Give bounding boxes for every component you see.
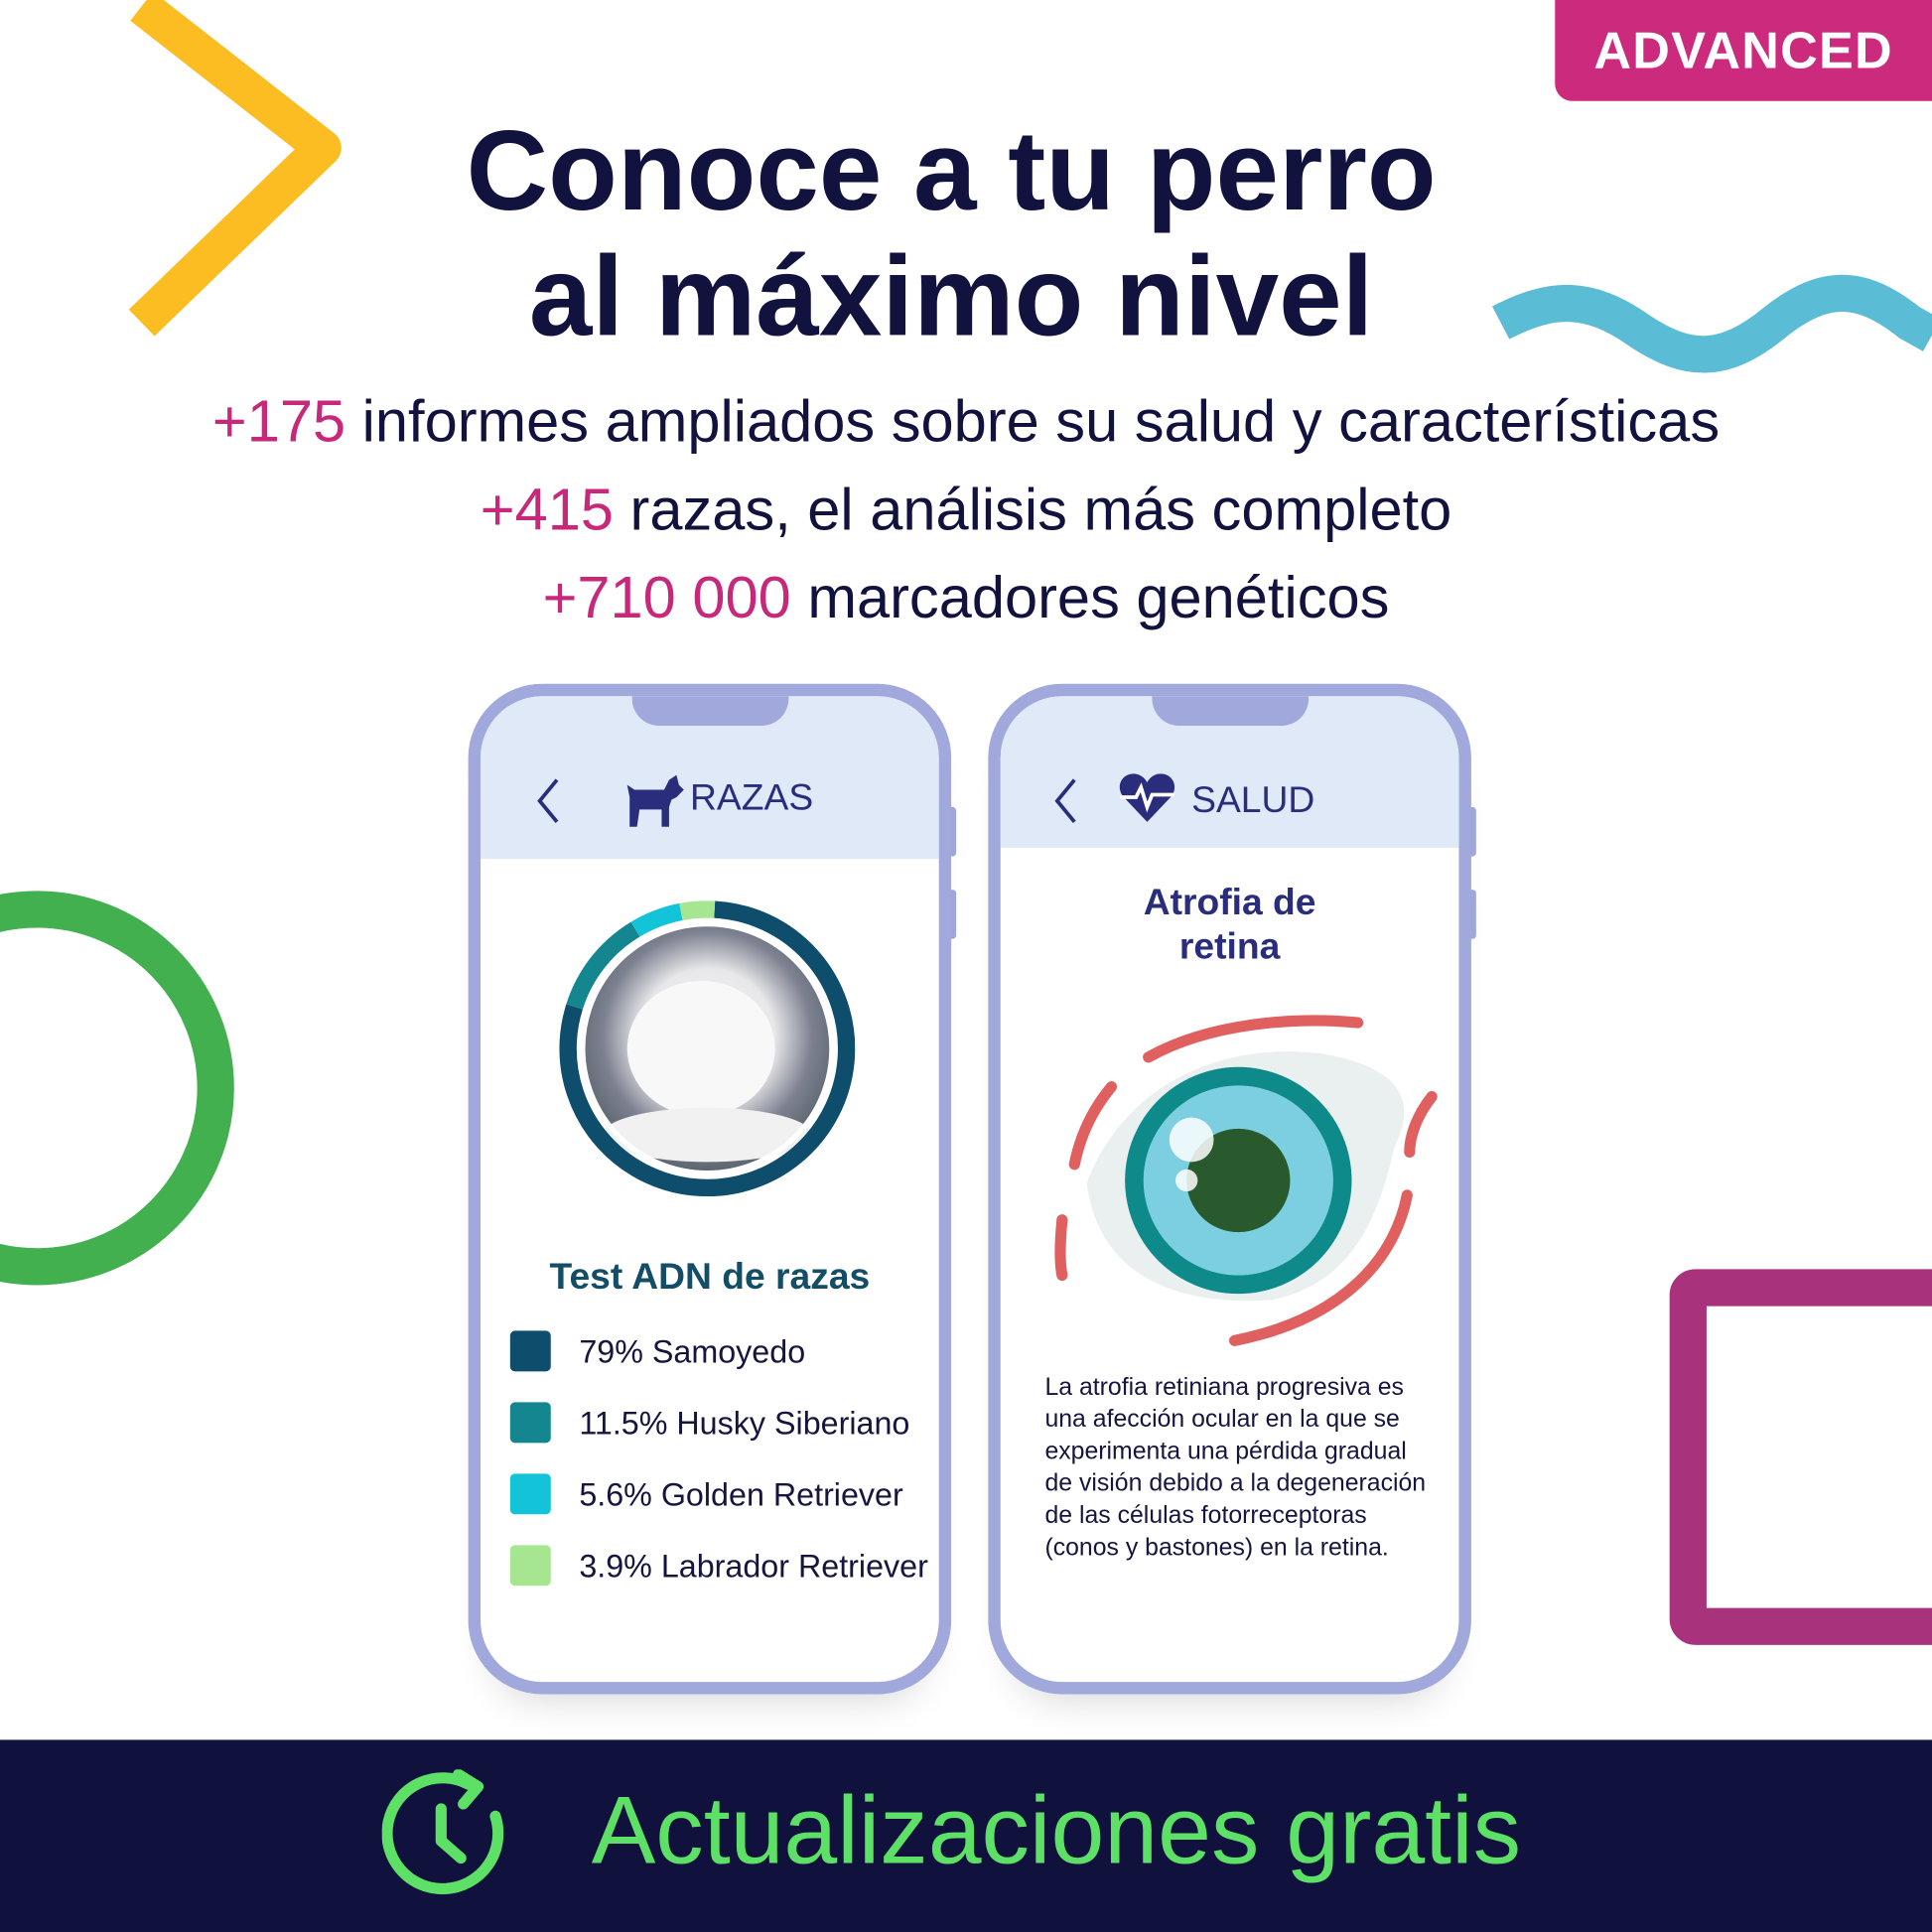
legend-item: 79% Samoyedo — [579, 1332, 806, 1371]
razas-header-title: RAZAS — [690, 777, 814, 819]
stat-reports: +175 informes ampliados sobre su salud y… — [211, 389, 1721, 455]
footer-bar — [0, 1739, 1932, 1932]
title-line-2: al máximo nivel — [528, 233, 1374, 360]
back-chevron-icon[interactable] — [1047, 770, 1084, 832]
back-chevron-icon[interactable] — [530, 770, 567, 832]
eye-illustration — [1054, 1015, 1438, 1346]
phone-health: SALUD Atrofia de retina La atrofia retin… — [988, 683, 1471, 1695]
legend-item: 11.5% Husky Siberiano — [579, 1404, 910, 1443]
clock-refresh-icon — [381, 1769, 504, 1895]
title-line-1: Conoce a tu perro — [466, 108, 1437, 234]
condition-description: La atrofia retiniana progresiva es una a… — [1044, 1373, 1427, 1562]
dog-icon — [626, 774, 684, 827]
breed-test-title: Test ADN de razas — [549, 1256, 871, 1298]
heart-pulse-icon — [1119, 773, 1175, 822]
salud-header-title: SALUD — [1191, 779, 1315, 821]
advanced-badge: ADVANCED — [1555, 0, 1932, 101]
page-title: Conoce a tu perro al máximo nivel — [0, 108, 1932, 359]
legend-swatch — [509, 1473, 551, 1515]
legend-swatch — [509, 1330, 551, 1372]
breed-donut-chart — [559, 900, 856, 1197]
yellow-chevron-shape — [128, 0, 342, 337]
legend-swatch — [509, 1545, 551, 1587]
legend-item: 5.6% Golden Retriever — [579, 1475, 903, 1514]
legend-swatch — [509, 1402, 551, 1444]
donut-segment — [559, 900, 856, 1197]
footer-text: Actualizaciones gratis — [591, 1775, 1521, 1884]
condition-title: Atrofia de retina — [1143, 882, 1316, 968]
magenta-square-shape — [1669, 1269, 1932, 1645]
stat-markers: +710 000 marcadores genéticos — [542, 565, 1390, 631]
teal-wave-shape — [1492, 274, 1932, 373]
green-ring-shape — [0, 891, 234, 1286]
phone-breeds: RAZAS Test ADN de razas 79% Samoyedo 11.5… — [468, 683, 952, 1695]
legend-item: 3.9% Labrador Retriever — [579, 1547, 928, 1586]
stat-breeds: +415 razas, el análisis más completo — [480, 478, 1452, 544]
